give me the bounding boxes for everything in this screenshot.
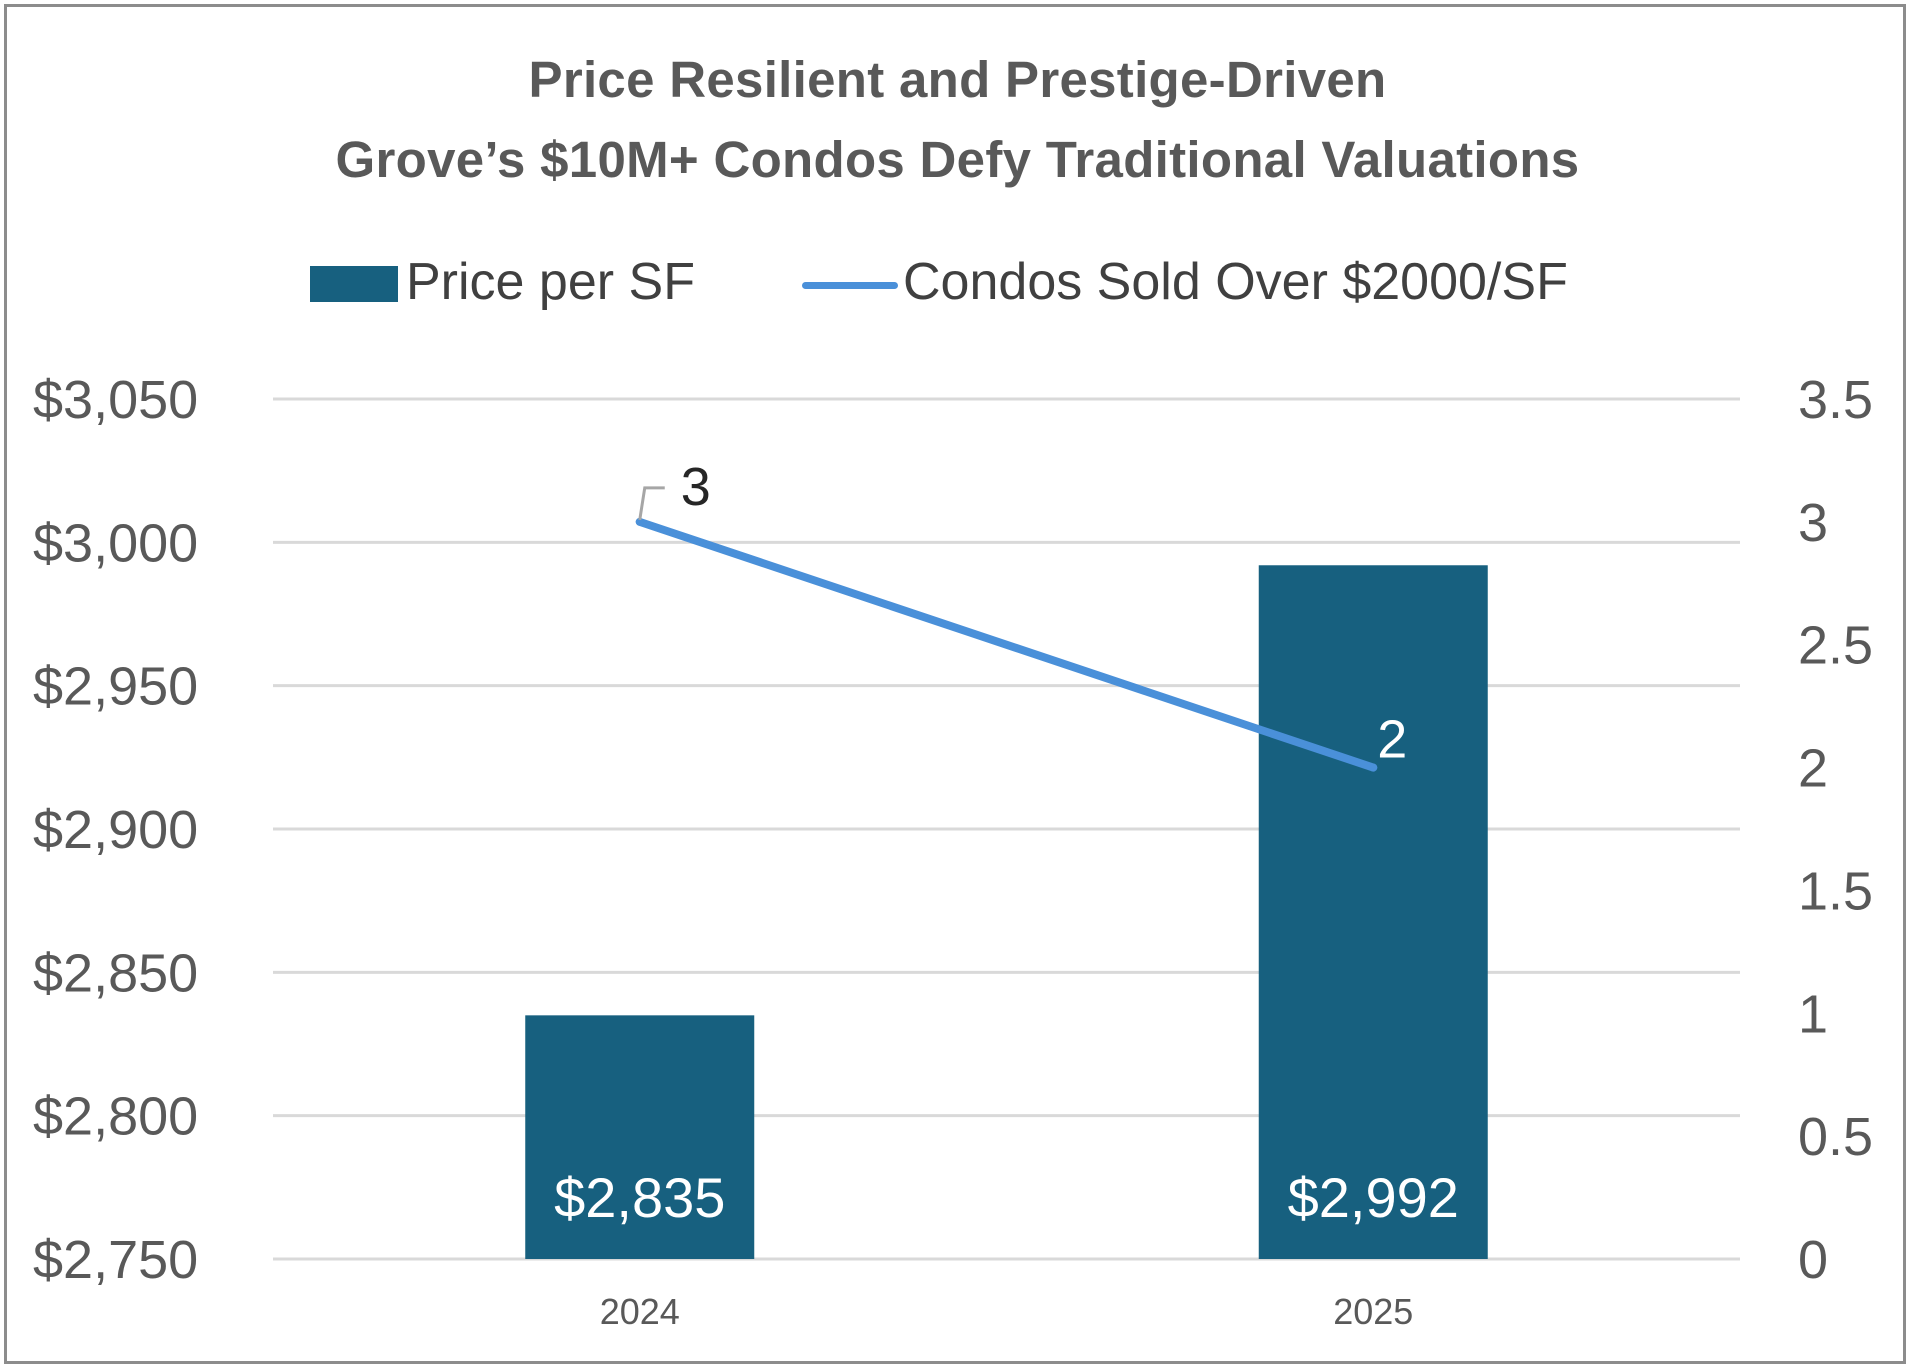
right-axis-tick-label: 1.5 — [1798, 861, 1873, 921]
left-axis-tick-label: $3,050 — [33, 370, 198, 430]
line-condos-sold — [635, 517, 1378, 772]
line-data-label: 2 — [1377, 710, 1407, 770]
chart-title-line-1: Price Resilient and Prestige-Driven — [528, 51, 1387, 108]
right-axis-tick-label: 0 — [1798, 1230, 1828, 1290]
chart-title-line-2: Grove’s $10M+ Condos Defy Traditional Va… — [335, 131, 1580, 188]
bar-price-per-sf — [525, 1015, 755, 1259]
left-axis-tick-label: $2,900 — [33, 800, 198, 860]
bar-price-per-sf — [1258, 565, 1488, 1259]
right-axis-tick-label: 2.5 — [1798, 616, 1873, 676]
right-axis-tick-label: 0.5 — [1798, 1107, 1873, 1167]
line-data-label: 3 — [681, 457, 711, 517]
bar-data-label: $2,992 — [1288, 1166, 1459, 1229]
left-axis-tick-label: $2,750 — [33, 1230, 198, 1290]
chart-frame — [4, 4, 1906, 1364]
right-axis-tick-label: 2 — [1798, 739, 1828, 799]
right-axis-tick-label: 3.5 — [1798, 370, 1873, 430]
left-axis-tick-label: $3,000 — [33, 513, 198, 573]
x-axis-tick-label: 2025 — [1333, 1291, 1413, 1332]
line-point — [635, 517, 644, 526]
right-axis-tick-label: 3 — [1798, 493, 1828, 553]
left-axis-tick-label: $2,800 — [33, 1087, 198, 1147]
line-label-leader — [638, 486, 665, 521]
bar-data-label: $2,835 — [554, 1166, 725, 1229]
left-axis-tick-label: $2,950 — [33, 657, 198, 717]
legend-swatch-condos-sold — [802, 282, 898, 289]
legend-swatch-price-per-sf — [310, 266, 398, 302]
line-point — [1369, 763, 1378, 772]
right-axis-tick-label: 1 — [1798, 984, 1828, 1044]
left-axis-tick-label: $2,850 — [33, 943, 198, 1003]
legend-label-price-per-sf: Price per SF — [406, 253, 695, 311]
x-axis-tick-label: 2024 — [600, 1291, 680, 1332]
legend-label-condos-sold: Condos Sold Over $2000/SF — [903, 253, 1568, 311]
